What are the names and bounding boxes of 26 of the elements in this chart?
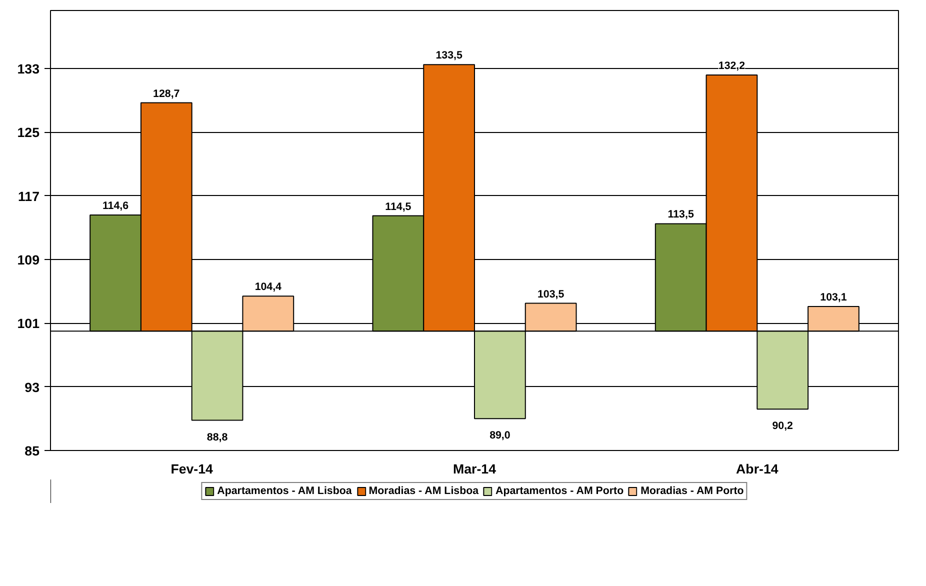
legend-label: Moradias - AM Porto bbox=[640, 485, 744, 497]
data-label: 114,6 bbox=[102, 200, 129, 212]
data-label: 103,1 bbox=[820, 291, 847, 304]
data-label: 90,2 bbox=[772, 420, 794, 432]
y-tick-label: 85 bbox=[24, 444, 40, 458]
data-label: 132,2 bbox=[718, 60, 746, 72]
y-tick-label: 117 bbox=[18, 188, 40, 204]
y-tick-label: 133 bbox=[17, 62, 40, 77]
x-tick-label: Fev-14 bbox=[170, 462, 214, 476]
data-label: 103,5 bbox=[537, 288, 564, 300]
y-tick-label: 125 bbox=[17, 125, 40, 140]
data-label: 114,5 bbox=[385, 200, 412, 213]
data-label: 89,0 bbox=[490, 430, 510, 442]
data-label: 128,7 bbox=[153, 88, 180, 100]
x-tick-label: Abr-14 bbox=[736, 462, 779, 476]
legend-label: Apartamentos - AM Lisboa bbox=[217, 485, 352, 497]
legend-label: Moradias - AM Lisboa bbox=[368, 485, 479, 497]
data-label: 133,5 bbox=[436, 50, 462, 62]
x-tick-label: Mar-14 bbox=[453, 462, 497, 476]
legend-label: Apartamentos - AM Porto bbox=[496, 485, 624, 497]
y-tick-label: 101 bbox=[17, 316, 40, 332]
data-label: 113,5 bbox=[668, 208, 694, 221]
data-label: 88,8 bbox=[206, 431, 228, 444]
y-tick-label: 109 bbox=[17, 252, 40, 268]
y-tick-label: 93 bbox=[24, 380, 40, 395]
data-label: 104,4 bbox=[254, 281, 282, 294]
